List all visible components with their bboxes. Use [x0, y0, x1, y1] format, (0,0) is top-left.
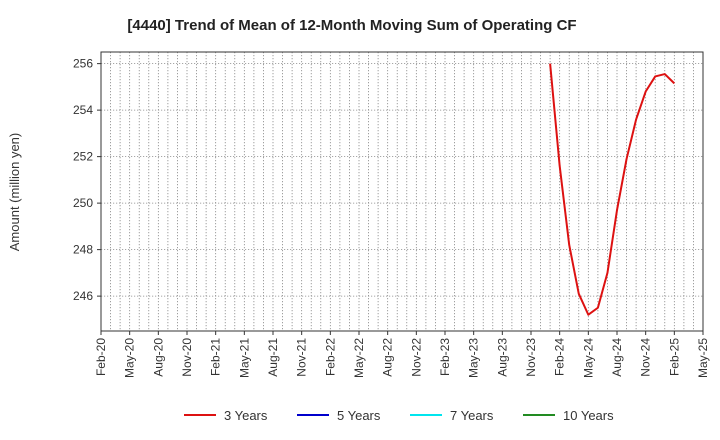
legend-label-7-years: 7 Years — [450, 408, 494, 423]
plot-area-frame — [100, 51, 704, 332]
x-axis-ticks: Feb-20 May-20 Aug-20 Nov-20 Feb-21 May-21 Aug-… — [94, 331, 710, 378]
x-tick-label: Aug-23 — [495, 338, 509, 377]
y-axis-label: Amount (million yen) — [7, 133, 22, 252]
x-tick-label: Feb-23 — [438, 338, 452, 376]
x-tick-label: Feb-20 — [94, 338, 108, 376]
x-tick-label: May-22 — [352, 338, 366, 378]
x-tick-label: May-21 — [237, 338, 251, 378]
y-tick-label: 252 — [73, 150, 93, 164]
x-tick-label: May-24 — [581, 338, 595, 378]
y-tick-label: 254 — [73, 103, 93, 117]
y-tick-label: 246 — [73, 289, 93, 303]
x-tick-label: Nov-23 — [524, 338, 538, 377]
grid — [101, 52, 703, 331]
legend-label-5-years: 5 Years — [337, 408, 381, 423]
x-tick-label: Nov-20 — [180, 338, 194, 377]
x-tick-label: May-25 — [696, 338, 710, 378]
series-line-3-years — [549, 63, 676, 316]
x-tick-label: May-23 — [467, 338, 481, 378]
legend-label-3-years: 3 Years — [224, 408, 268, 423]
x-tick-label: Nov-22 — [409, 338, 423, 377]
chart-title: [4440] Trend of Mean of 12-Month Moving … — [127, 17, 576, 34]
x-tick-label: May-20 — [123, 338, 137, 378]
legend: 3 Years 5 Years 7 Years 10 Years — [184, 408, 614, 423]
x-tick-label: Aug-21 — [266, 338, 280, 377]
x-tick-label: Nov-24 — [639, 338, 653, 377]
x-tick-label: Aug-24 — [610, 338, 624, 377]
x-tick-label: Feb-24 — [553, 338, 567, 376]
x-tick-label: Aug-20 — [151, 338, 165, 377]
y-tick-label: 250 — [73, 196, 93, 210]
x-tick-label: Feb-25 — [667, 338, 681, 376]
legend-label-10-years: 10 Years — [563, 408, 614, 423]
x-tick-label: Feb-21 — [209, 338, 223, 376]
x-tick-label: Nov-21 — [295, 338, 309, 377]
series-lines — [549, 63, 676, 316]
x-tick-label: Feb-22 — [323, 338, 337, 376]
y-tick-label: 256 — [73, 57, 93, 71]
y-tick-label: 248 — [73, 243, 93, 257]
y-axis-ticks: 246 248 250 252 254 256 — [73, 57, 101, 303]
x-tick-label: Aug-22 — [381, 338, 395, 377]
